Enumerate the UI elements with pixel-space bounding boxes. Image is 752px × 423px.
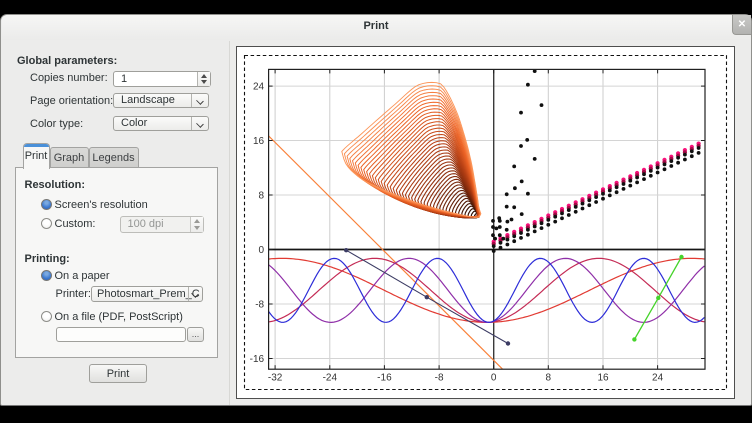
svg-text:16: 16 [597,373,609,384]
svg-text:8: 8 [546,373,552,384]
svg-text:-16: -16 [377,373,392,384]
svg-text:16: 16 [253,136,265,147]
svg-text:0: 0 [491,373,497,384]
svg-text:-8: -8 [435,373,444,384]
svg-text:-8: -8 [255,300,264,311]
svg-text:24: 24 [253,82,265,93]
svg-text:0: 0 [259,245,265,256]
svg-text:-24: -24 [323,373,338,384]
svg-text:-16: -16 [250,354,265,365]
svg-text:-32: -32 [268,373,283,384]
svg-text:8: 8 [259,191,265,202]
svg-text:24: 24 [652,373,664,384]
